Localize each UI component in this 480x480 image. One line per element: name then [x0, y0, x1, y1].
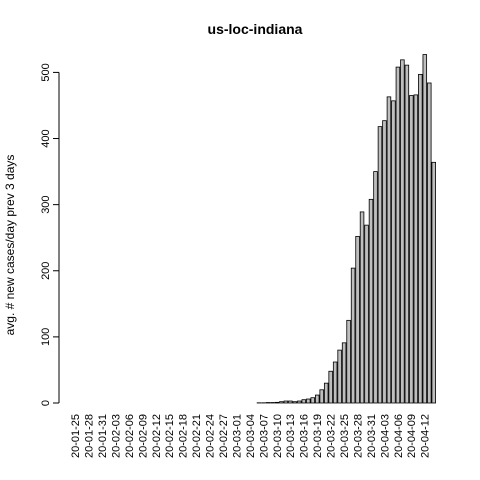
x-tick-label-20-03-16: 20-03-16 — [299, 414, 311, 458]
bar-20-04-11 — [418, 73, 423, 404]
x-tick-label-20-02-21: 20-02-21 — [191, 414, 203, 458]
x-tick-label-20-03-13: 20-03-13 — [285, 414, 297, 458]
bar-20-03-20 — [319, 389, 324, 404]
y-tick-label-100: 100 — [40, 328, 52, 346]
bar-20-03-25 — [341, 342, 347, 404]
bar-20-03-27 — [350, 267, 356, 404]
x-tick-label-20-03-04: 20-03-04 — [245, 414, 257, 458]
y-tick-label-0: 0 — [40, 400, 52, 406]
x-tick-label-20-02-24: 20-02-24 — [205, 414, 217, 458]
bar-20-04-12 — [422, 54, 428, 404]
bar-20-03-31 — [368, 198, 374, 404]
bar-20-04-13 — [427, 82, 432, 404]
y-axis-label: avg. # new cases/day prev 3 days — [3, 155, 17, 336]
bar-20-03-23 — [332, 361, 338, 404]
x-tick-label-20-03-19: 20-03-19 — [312, 414, 324, 458]
bar-20-03-29 — [359, 211, 365, 404]
bar-20-04-05 — [391, 100, 396, 404]
bar-20-03-19 — [314, 394, 320, 404]
bar-20-03-12 — [283, 400, 289, 404]
x-tick-label-20-02-27: 20-02-27 — [218, 414, 230, 458]
bar-20-04-03 — [382, 120, 387, 404]
bars-group — [256, 54, 436, 404]
y-tick-label-200: 200 — [40, 262, 52, 280]
x-tick-label-20-03-31: 20-03-31 — [366, 414, 378, 458]
bar-20-03-26 — [346, 319, 351, 404]
x-tick-label-20-02-06: 20-02-06 — [124, 414, 136, 458]
y-tick-label-500: 500 — [40, 63, 52, 81]
x-tick-label-20-04-09: 20-04-09 — [406, 414, 418, 458]
bar-20-04-07 — [400, 59, 405, 404]
chart-title: us-loc-indiana — [208, 21, 303, 37]
x-tick-label-20-03-07: 20-03-07 — [258, 414, 270, 458]
bar-20-04-04 — [386, 96, 392, 404]
bar-20-04-06 — [395, 66, 401, 404]
x-tick-label-20-02-12: 20-02-12 — [151, 414, 163, 458]
bar-20-04-01 — [373, 171, 378, 404]
bar-20-03-13 — [288, 400, 293, 404]
x-tick-label-20-03-22: 20-03-22 — [326, 414, 338, 458]
x-tick-label-20-03-10: 20-03-10 — [272, 414, 284, 458]
bar-20-03-30 — [364, 224, 369, 404]
x-tick-label-20-01-28: 20-01-28 — [84, 414, 96, 458]
bar-20-04-10 — [413, 94, 419, 404]
bar-20-03-18 — [310, 397, 315, 404]
bar-20-03-21 — [323, 382, 329, 404]
bar-20-03-24 — [337, 349, 342, 404]
bar-20-03-14 — [292, 401, 298, 404]
bar-20-04-08 — [404, 64, 410, 404]
x-tick-label-20-03-28: 20-03-28 — [352, 414, 364, 458]
y-tick-label-400: 400 — [40, 129, 52, 147]
x-tick-label-20-02-15: 20-02-15 — [164, 414, 176, 458]
x-tick-label-20-04-03: 20-04-03 — [379, 414, 391, 458]
x-tick-label-20-01-25: 20-01-25 — [70, 414, 82, 458]
x-tick-label-20-03-01: 20-03-01 — [231, 414, 243, 458]
bar-20-04-09 — [409, 95, 414, 404]
bar-20-04-14 — [431, 161, 436, 404]
x-tick-label-20-02-03: 20-02-03 — [110, 414, 122, 458]
x-axis: 20-01-25 20-01-28 20-01-31 20-02-03 20-02-06… — [70, 414, 432, 458]
x-tick-label-20-02-18: 20-02-18 — [178, 414, 190, 458]
bar-20-03-22 — [328, 370, 333, 404]
x-tick-label-20-04-12: 20-04-12 — [420, 414, 432, 458]
bar-20-03-28 — [355, 235, 360, 404]
bar-20-03-10 — [274, 401, 280, 404]
x-tick-label-20-03-25: 20-03-25 — [339, 414, 351, 458]
bar-20-04-02 — [377, 126, 383, 404]
y-axis: 0 100 200 300 400 500 — [40, 63, 60, 406]
y-tick-label-300: 300 — [40, 195, 52, 213]
x-tick-label-20-02-09: 20-02-09 — [137, 414, 149, 458]
x-tick-label-20-04-06: 20-04-06 — [393, 414, 405, 458]
bar-20-03-16 — [301, 399, 307, 404]
x-tick-label-20-01-31: 20-01-31 — [97, 414, 109, 458]
bar-20-03-17 — [306, 398, 311, 404]
bar-20-03-15 — [297, 400, 302, 404]
bar-20-03-11 — [279, 401, 284, 404]
